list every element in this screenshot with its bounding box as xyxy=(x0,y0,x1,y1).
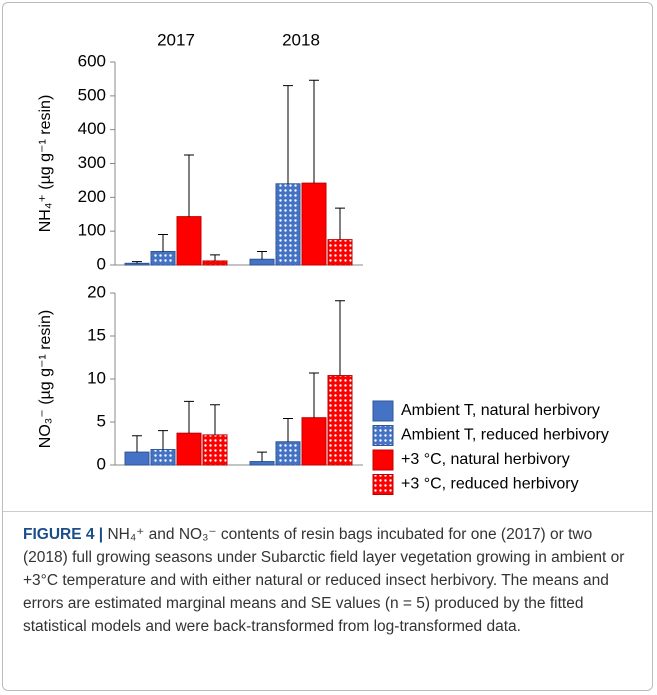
caption-text: NH₄⁺ and NO₃⁻ contents of resin bags inc… xyxy=(23,526,625,635)
bar xyxy=(202,434,228,466)
bar xyxy=(301,182,327,266)
bar xyxy=(275,183,301,266)
legend-swatch xyxy=(372,449,394,471)
bar xyxy=(176,216,202,266)
y-tick-label: 100 xyxy=(78,221,106,240)
error-bar xyxy=(335,300,345,376)
legend-label: Ambient T, natural herbivory xyxy=(401,402,600,419)
error-bar xyxy=(335,207,345,240)
bar xyxy=(150,449,176,466)
error-bar xyxy=(257,250,267,260)
error-bar xyxy=(158,430,168,450)
bar xyxy=(327,375,353,466)
y-tick-label: 200 xyxy=(78,187,106,206)
bar xyxy=(176,432,202,466)
bar xyxy=(301,417,327,466)
y-tick-label: 300 xyxy=(78,153,106,172)
legend-label: +3 °C, natural herbivory xyxy=(401,451,570,468)
y-tick-label: 600 xyxy=(78,51,106,70)
bar xyxy=(124,451,150,466)
bar xyxy=(202,260,228,266)
y-tick-label: 10 xyxy=(87,368,106,387)
error-bar xyxy=(184,400,194,434)
caption-label: FIGURE 4 | xyxy=(23,526,104,543)
caption: FIGURE 4 | NH₄⁺ and NO₃⁻ contents of res… xyxy=(23,523,635,638)
y-tick-label: 5 xyxy=(97,411,106,430)
y-tick-label: 15 xyxy=(87,325,106,344)
y-tick-label: 400 xyxy=(78,119,106,138)
error-bar xyxy=(210,404,220,435)
y-tick-label: 20 xyxy=(87,282,106,301)
x-category-label: 2017 xyxy=(157,30,195,49)
bar xyxy=(124,262,150,266)
error-bar xyxy=(257,451,267,462)
error-bar xyxy=(210,254,220,261)
error-bar xyxy=(309,372,319,418)
error-bar xyxy=(132,435,142,453)
y-tick-label: 0 xyxy=(97,254,106,273)
error-bar xyxy=(158,234,168,252)
legend-swatch xyxy=(372,474,394,495)
legend-swatch xyxy=(372,425,394,446)
bar xyxy=(150,250,176,266)
y-axis-label: NH₄⁺ (µg g⁻¹ resin) xyxy=(37,95,54,233)
error-bar xyxy=(132,261,142,264)
x-category-label: 2018 xyxy=(282,30,320,49)
separator xyxy=(3,511,652,512)
bar xyxy=(249,258,275,266)
legend-swatch xyxy=(372,400,394,422)
error-bar xyxy=(184,154,194,217)
bar xyxy=(327,239,353,266)
error-bar xyxy=(283,85,293,184)
y-axis-label: NO₃⁻ (µg g⁻¹ resin) xyxy=(37,310,54,448)
bar xyxy=(275,441,301,466)
y-tick-label: 0 xyxy=(97,454,106,473)
error-bar xyxy=(309,79,319,184)
y-tick-label: 500 xyxy=(78,85,106,104)
legend-label: Ambient T, reduced herbivory xyxy=(401,427,609,444)
error-bar xyxy=(283,418,293,442)
bar xyxy=(249,461,275,466)
legend-label: +3 °C, reduced herbivory xyxy=(401,476,579,493)
